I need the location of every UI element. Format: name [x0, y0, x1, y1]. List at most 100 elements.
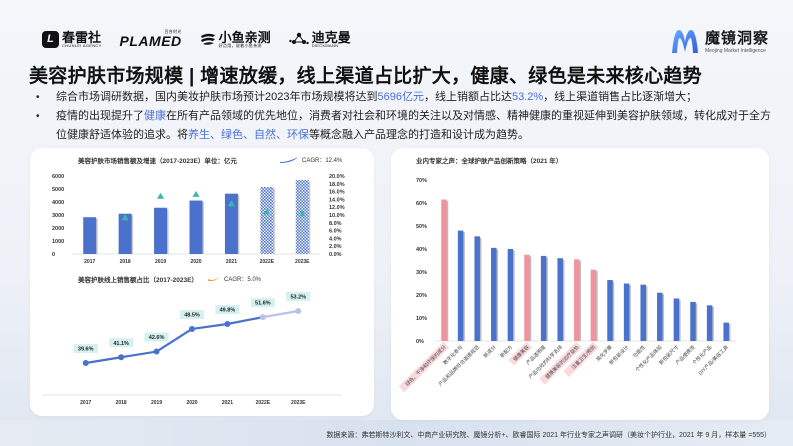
highlight-text: 养生、绿色、自然、环保	[188, 129, 309, 141]
sales-chart-legend: CAGR：12.4%	[280, 155, 342, 164]
svg-text:40%: 40%	[416, 247, 427, 253]
svg-text:2022E: 2022E	[260, 259, 275, 265]
svg-text:2021: 2021	[226, 259, 237, 265]
svg-text:20%: 20%	[416, 293, 427, 299]
expert-voice-card: 业内专家之声：全球护肤产品创新策略（2021 年） 0% 10% 20% 30% 40%…	[391, 148, 769, 420]
logo-plamed: 百合时光 PLAMED	[119, 29, 182, 49]
svg-text:16.0%: 16.0%	[329, 190, 345, 196]
brand-m-icon	[671, 29, 698, 53]
body-text: 综合市场调研数据，国内美妆护肤市场预计2023年市场规模将达到	[56, 91, 378, 103]
body-text: 疫情的出现提升了	[56, 110, 144, 122]
svg-text:2022E: 2022E	[256, 400, 271, 406]
svg-text:0: 0	[52, 252, 55, 258]
online-share-line-chart: 39.6% 2017 41.1% 2018 42.6% 2019 48.5% 2020 49.8…	[42, 292, 342, 406]
svg-text:功能性: 功能性	[631, 344, 647, 360]
bullet-item: • 综合市场调研数据，国内美妆护肤市场预计2023年市场规模将达到5696亿元，线…	[36, 88, 776, 107]
body-text: 等概念融入产品理念的打造和设计成为趋势。	[309, 129, 529, 141]
svg-text:10%: 10%	[416, 316, 427, 322]
chunlei-logo-icon: L	[42, 30, 59, 48]
sales-cagr-label: CAGR：12.4%	[302, 158, 343, 164]
svg-text:2.0%: 2.0%	[329, 244, 342, 250]
svg-text:0.0%: 0.0%	[329, 252, 342, 258]
svg-text:2023E: 2023E	[295, 259, 310, 265]
svg-text:39.6%: 39.6%	[78, 347, 94, 353]
svg-text:4.0%: 4.0%	[329, 236, 342, 242]
svg-text:2020: 2020	[186, 400, 197, 406]
svg-text:2019: 2019	[155, 259, 166, 265]
svg-text:50%: 50%	[416, 224, 427, 230]
svg-text:49.8%: 49.8%	[220, 308, 236, 314]
logo-xiaoyu-sub: 好点用，说着小鱼亲测	[218, 42, 262, 48]
svg-text:41.1%: 41.1%	[113, 341, 129, 347]
brand-logo: 魔镜洞察 Meojing Market Intelligence	[670, 27, 769, 54]
data-source-note: 数据来源：弗若斯特沙利文、中商产业研究院、魔镜分析+、欧睿国际 2021 年行业…	[326, 432, 771, 439]
svg-text:18.0%: 18.0%	[329, 182, 345, 188]
logo-dieckmann-sub: DIECKMANN	[311, 42, 339, 48]
logo-xiaoyu-name: 小鱼亲测	[218, 29, 271, 45]
sales-bar-chart: 0 1000 2000 3000 4000 5000 6000 0.0% 2.0% 4.0%6.0…	[52, 174, 345, 265]
highlight-text: 健康	[144, 110, 166, 122]
svg-text:70%: 70%	[416, 178, 427, 184]
online-cagr-label: CAGR：5.0%	[224, 277, 262, 283]
svg-text:12.0%: 12.0%	[329, 205, 345, 211]
brand-name: 魔镜洞察	[704, 30, 769, 47]
svg-text:10.0%: 10.0%	[329, 213, 345, 219]
bullet-dot-icon: •	[36, 92, 40, 103]
svg-text:2017: 2017	[80, 400, 91, 406]
svg-text:20.0%: 20.0%	[329, 174, 345, 180]
fish-logo-icon	[200, 33, 215, 45]
cagr-swoosh-icon	[280, 156, 298, 163]
svg-text:5000: 5000	[52, 187, 64, 193]
logo-chunlei-sub: CHUNLEI AGENCY	[62, 42, 102, 48]
svg-text:2018: 2018	[120, 259, 131, 265]
svg-text:2023E: 2023E	[291, 400, 306, 406]
logo-chunlei: L 春雷社 CHUNLEI AGENCY	[42, 29, 102, 48]
highlight-text: 5696亿元	[377, 91, 424, 103]
svg-text:3000: 3000	[52, 213, 64, 219]
logo-xiaoyu: 小鱼亲测 好点用，说着小鱼亲测	[200, 31, 271, 48]
svg-text:48.5%: 48.5%	[184, 312, 200, 318]
logo-dieckmann: 迪克曼 DIECKMANN	[288, 31, 351, 48]
sales-chart-title: 美容护肤市场销售额及增速（2017-2023E）单位：亿元	[78, 158, 237, 165]
svg-text:60%: 60%	[416, 201, 427, 207]
summary-bullets: • 综合市场调研数据，国内美妆护肤市场预计2023年市场规模将达到5696亿元，线…	[36, 88, 776, 145]
logo-chunlei-name: 春雷社	[62, 29, 102, 45]
svg-text:2019: 2019	[151, 400, 162, 406]
online-share-legend: CAGR：5.0%	[208, 274, 261, 283]
svg-text:6000: 6000	[52, 174, 64, 180]
svg-text:6.0%: 6.0%	[329, 229, 342, 235]
brand-tagline: Meojing Market Intelligence	[704, 48, 766, 54]
online-share-chart-title: 美容护肤线上销售额占比（2017-2023E）	[78, 277, 198, 284]
page-title: 美容护肤市场规模 | 增速放缓，线上渠道占比扩大，健康、绿色是未来核心趋势	[29, 66, 702, 87]
svg-text:2017: 2017	[84, 259, 95, 265]
svg-text:1000: 1000	[52, 239, 64, 245]
logo-plamed-sub: 百合时光	[164, 29, 182, 34]
svg-text:2020: 2020	[190, 259, 201, 265]
svg-text:2000: 2000	[52, 226, 64, 232]
body-text: 在所有产品领域的优先地位，消费者对社会和环境的关注以及对情感、精神健康的重视延伸…	[56, 110, 771, 141]
svg-text:51.6%: 51.6%	[255, 301, 271, 307]
highlight-text: 53.2%	[511, 91, 544, 103]
market-size-card: 美容护肤市场销售额及增速（2017-2023E）单位：亿元 CAGR：12.4%…	[30, 148, 374, 416]
svg-text:2021: 2021	[222, 400, 233, 406]
molecule-logo-icon	[288, 32, 309, 45]
bullet-text: 综合市场调研数据，国内美妆护肤市场预计2023年市场规模将达到5696亿元，线上…	[56, 88, 697, 107]
svg-text:4000: 4000	[52, 200, 64, 206]
body-text: ，线上渠道销售占比逐渐增大；	[543, 91, 698, 103]
bullet-item: • 疫情的出现提升了健康在所有产品领域的优先地位，消费者对社会和环境的关注以及对情…	[36, 107, 776, 145]
logo-plamed-name: PLAMED	[119, 33, 182, 49]
bullet-dot-icon: •	[36, 111, 40, 122]
body-text: ，线上销额占比达	[423, 91, 512, 103]
strategy-chart-title: 业内专家之声：全球护肤产品创新策略（2021 年）	[416, 158, 563, 165]
svg-text:2018: 2018	[116, 400, 127, 406]
svg-text:42.6%: 42.6%	[149, 335, 165, 341]
bullet-text: 疫情的出现提升了健康在所有产品领域的优先地位，消费者对社会和环境的关注以及对情感…	[56, 107, 776, 145]
svg-text:14.0%: 14.0%	[329, 197, 345, 203]
svg-text:30%: 30%	[416, 270, 427, 276]
svg-text:0%: 0%	[416, 339, 424, 345]
svg-text:53.2%: 53.2%	[290, 295, 306, 301]
strategy-bar-chart: 0%10%20%30%40%50%60%70%绿色、干净和环保的成分数字化参与产…	[398, 178, 736, 393]
svg-text:8.0%: 8.0%	[329, 221, 342, 227]
cagr-swoosh-orange-icon	[208, 275, 220, 281]
svg-text:新成分: 新成分	[482, 344, 498, 360]
